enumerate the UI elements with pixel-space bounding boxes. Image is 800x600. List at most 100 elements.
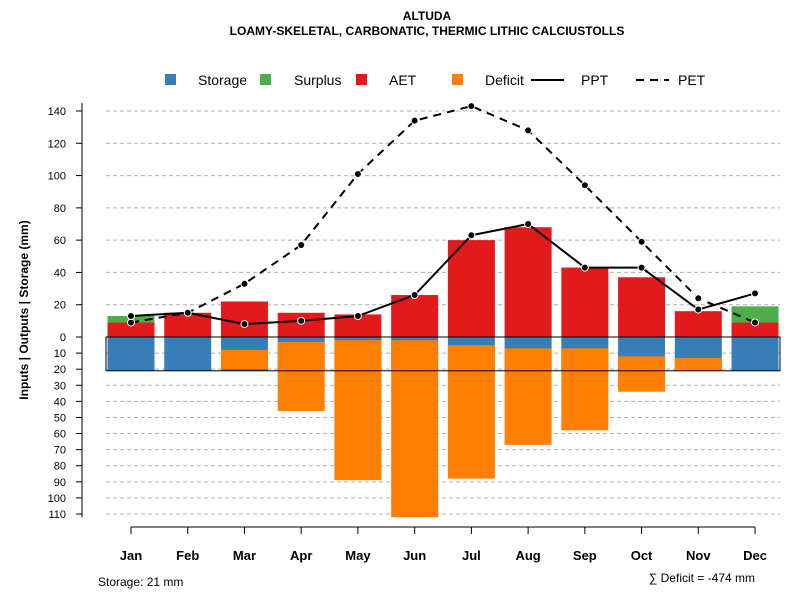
y-tick-label: 50 [54,412,66,424]
month-label: Oct [631,548,653,563]
pet-point [353,169,362,178]
aet-bar [674,311,722,337]
ppt-point [694,305,703,314]
aet-bar [391,295,439,337]
pet-point [410,116,419,125]
legend-swatch-deficit [452,74,463,85]
month-label: Jan [120,548,142,563]
ppt-point [240,320,249,329]
month-label: Feb [176,548,199,563]
y-tick-label: 100 [48,171,66,183]
legend: Storage Surplus AET Deficit PPT PET [165,72,706,88]
y-tick-label: 60 [54,429,66,441]
y-tick-label: 80 [54,203,66,215]
month-label: May [345,548,371,563]
aet-bar [107,322,155,337]
lines [127,102,760,329]
bars [105,227,781,518]
y-tick-label: 120 [48,138,66,150]
pet-point [467,102,476,111]
month-label: Jun [403,548,426,563]
deficit-bar [674,357,722,371]
month-label: Aug [515,548,540,563]
storage-bar [107,337,155,371]
deficit-bar [334,340,382,481]
deficit-bar [220,349,268,370]
pet-point [524,126,533,135]
aet-bar [447,240,495,337]
axes: 0 20 40 60 80 100 120 140 10 20 30 40 50 60 70 80 90 100 1… [48,102,767,563]
month-label: Sep [573,548,597,563]
ppt-point [353,312,362,321]
deficit-bar [618,356,666,392]
ppt-point [580,263,589,272]
ppt-point [183,308,192,317]
y-tick-label: 10 [54,348,66,360]
y-tick-label: 30 [54,380,66,392]
deficit-bar [447,345,495,479]
aet-bar [504,227,552,337]
legend-label: Storage [198,72,247,88]
pet-line [130,105,756,324]
month-label: Nov [686,548,711,563]
ppt-point [410,291,419,300]
ppt-point [524,220,533,228]
y-tick-label: 20 [54,300,66,312]
pet-point [637,237,646,246]
y-tick-label: 0 [60,332,66,344]
y-tick-label: 70 [54,445,66,457]
aet-bar [618,277,666,337]
y-tick-label: 80 [54,461,66,473]
surplus-bar [731,306,779,323]
deficit-bar [391,340,439,518]
deficit-bar [561,348,609,431]
pet-point [127,318,135,327]
storage-capacity-box [105,336,781,372]
month-label: Dec [743,548,767,563]
month-label: Jul [462,548,481,563]
aet-bar [220,301,268,337]
y-tick-label: 60 [54,235,66,247]
pet-point [580,181,589,190]
ppt-point [467,231,476,240]
pet-point [694,294,703,303]
storage-note: Storage: 21 mm [98,575,183,589]
y-tick-label: 100 [48,493,66,505]
chart-subtitle: LOAMY-SKELETAL, CARBONATIC, THERMIC LITH… [230,24,625,38]
ppt-point [751,289,760,298]
ppt-point [127,312,135,321]
y-tick-label: 140 [48,106,66,118]
pet-point [240,279,249,288]
gridlines [106,110,780,515]
deficit-bar [277,341,325,412]
chart-title: ALTUDA [403,9,452,23]
ppt-point [297,316,306,325]
y-tick-label: 40 [54,267,66,279]
legend-swatch-storage [165,74,176,85]
deficit-bar [504,348,552,445]
ppt-line [130,222,756,326]
month-label: Apr [290,548,312,563]
y-tick-label: 90 [54,477,66,489]
deficit-note: ∑ Deficit = -474 mm [649,571,755,585]
storage-bar [731,337,779,371]
legend-swatch-aet [356,74,367,85]
legend-label: AET [389,72,417,88]
legend-label: PET [678,72,706,88]
aet-bar [334,314,382,337]
y-axis-label: Inputs | Outputs | Storage (mm) [17,220,31,399]
legend-label: PPT [581,72,609,88]
aet-bar [561,267,609,337]
storage-bar [164,337,212,371]
y-tick-label: 110 [48,509,66,521]
pet-point [751,318,760,327]
legend-label: Surplus [294,72,341,88]
month-label: Mar [233,548,256,563]
aet-bar [731,322,779,337]
pet-point [297,240,306,249]
legend-swatch-surplus [260,74,271,85]
legend-label: Deficit [485,72,524,88]
aet-bar [277,312,325,337]
y-tick-label: 40 [54,396,66,408]
